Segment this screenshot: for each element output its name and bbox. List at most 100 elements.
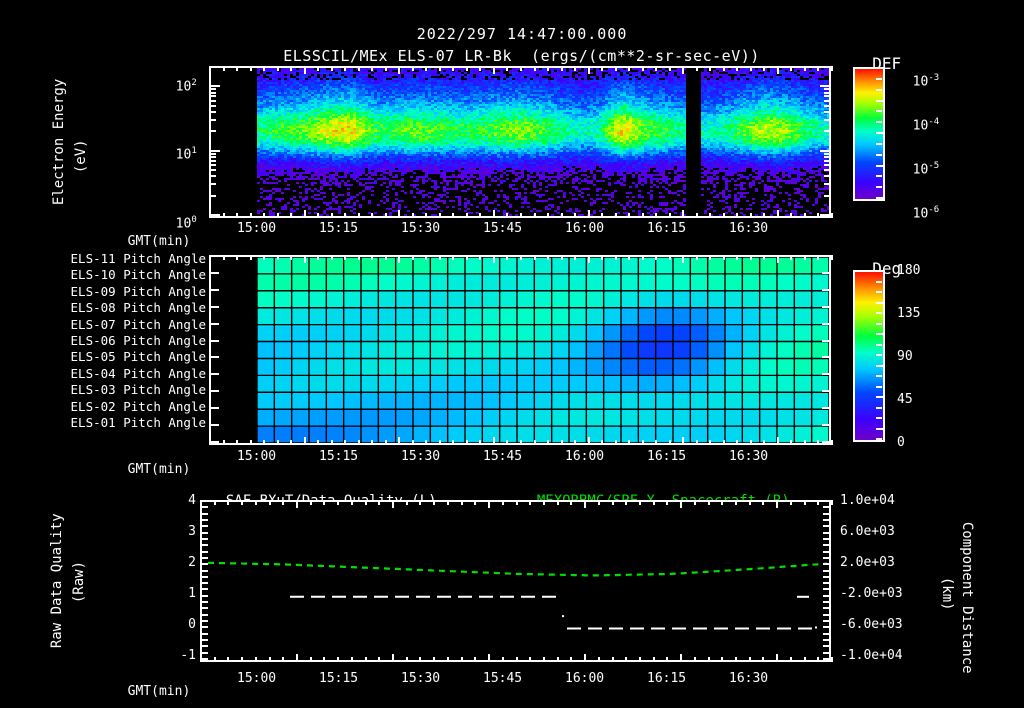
panel2-ytick <box>211 255 219 257</box>
panel1-xtick <box>682 66 684 74</box>
panel3-ytick-label: 1 <box>188 586 196 601</box>
panel3-ytick <box>202 607 208 609</box>
panel3-ytick <box>202 614 208 616</box>
panel3-xtick <box>214 500 216 505</box>
panel3-xtick <box>433 500 435 505</box>
panel3-ytick-label: -1 <box>180 648 196 663</box>
panel3-xtick <box>392 500 394 508</box>
panel3-xtick <box>461 657 463 662</box>
panel1-xtick <box>831 66 833 71</box>
panel3-xtick <box>653 657 655 662</box>
panel3-xtick <box>694 500 696 505</box>
panel3-ytick <box>202 595 208 597</box>
panel1-xtick <box>236 66 238 71</box>
panel3-xtick <box>502 500 504 505</box>
panel1-ytick-1: 101 <box>175 146 197 163</box>
panel2-xtick-label: 15:00 <box>237 449 277 464</box>
panel3-ytick <box>823 645 829 647</box>
panel1-xtick <box>561 213 563 218</box>
panel3-xtick <box>612 500 614 505</box>
panel2-xtick <box>682 255 684 263</box>
panel1-xtick <box>223 213 225 218</box>
panel3-xtick <box>200 654 202 662</box>
panel3-ytick <box>823 544 829 546</box>
panel2-xtick <box>385 440 387 445</box>
panel3-xtick <box>790 657 792 662</box>
panel2-xtick-label: 15:45 <box>483 449 523 464</box>
panel3-xtick <box>351 657 353 662</box>
panel1-ytick <box>211 119 216 121</box>
panel3-ytick <box>202 532 208 534</box>
panel2-ytick <box>211 390 219 392</box>
panel3-xtick <box>310 500 312 505</box>
panel2-xtick <box>831 440 833 445</box>
panel1-ytick <box>820 150 829 152</box>
pitch-angle-row-label: ELS-04 Pitch Angle <box>70 365 206 381</box>
panel2-xtick <box>534 440 536 445</box>
panel3-ytick <box>202 551 208 553</box>
colorbar-tick <box>876 110 882 112</box>
panel3-ylabel-right-unit: (km) <box>939 576 955 611</box>
panel1-ytick <box>211 105 216 107</box>
panel3-xtick <box>433 657 435 662</box>
panel3-ytick <box>202 582 208 584</box>
panel1-xtick <box>723 213 725 218</box>
panel1-xtick <box>223 66 225 71</box>
panel3-xtick <box>557 657 559 662</box>
panel1-ytick-2: 102 <box>175 78 197 95</box>
panel1-xtick <box>520 66 522 71</box>
panel1-xtick-label: 16:00 <box>565 221 605 236</box>
panel3-ytick <box>823 570 829 572</box>
panel3-xtick <box>419 657 421 662</box>
panel1-ytick <box>824 169 829 171</box>
panel3-xtick <box>378 500 380 505</box>
panel2-ytick <box>822 272 830 274</box>
panel1-xtick <box>331 213 333 218</box>
panel1-xtick <box>831 213 833 218</box>
panel3-ylabel-unit: (Raw) <box>71 560 87 604</box>
panel2-xtick <box>561 440 563 445</box>
colorbar-tick <box>876 354 882 356</box>
panel1-xtick <box>371 213 373 218</box>
panel3-xtick <box>461 500 463 505</box>
panel1-ytick <box>211 88 216 90</box>
panel3-xtick <box>529 657 531 662</box>
colorbar-tick <box>876 407 882 409</box>
panel3-xtick <box>570 657 572 662</box>
panel1-xtick <box>547 66 549 71</box>
panel3-xtick <box>776 654 778 662</box>
panel1-xtick <box>412 213 414 218</box>
panel2-xtick <box>547 255 549 260</box>
panel3-xtick <box>488 500 490 508</box>
panel1-xtick <box>479 66 481 71</box>
panel2-xtick <box>736 255 738 260</box>
panel2-xtick <box>547 440 549 445</box>
panel1-ytick <box>824 156 829 158</box>
panel3-ytick-label-right: -1.0e+04 <box>840 648 903 663</box>
panel3-xtick <box>419 500 421 505</box>
panel2-xtick <box>534 255 536 260</box>
panel1-ytick <box>211 130 216 132</box>
panel1-xtick <box>304 210 306 218</box>
panel1-xtick <box>642 213 644 218</box>
panel3-ytick <box>823 582 829 584</box>
panel1-xtick <box>615 213 617 218</box>
panel1-xtick-label: 15:00 <box>237 221 277 236</box>
panel1-xtick <box>574 213 576 218</box>
panel1-xtick <box>804 213 806 218</box>
panel1-xtick <box>750 66 752 71</box>
panel3-xtick <box>365 500 367 505</box>
panel3-xtick <box>749 657 751 662</box>
panel1-xtick-label: 15:30 <box>401 221 441 236</box>
panel2-xtick <box>750 255 752 260</box>
panel1-xtick <box>304 66 306 74</box>
panel2-xtick <box>723 255 725 260</box>
spectrogram-canvas <box>211 68 829 216</box>
panel3-xtick <box>584 654 586 662</box>
panel3-ytick <box>823 538 829 540</box>
panel3-xtick <box>406 500 408 505</box>
panel2-xtick <box>804 440 806 445</box>
panel1-xtick <box>250 66 252 71</box>
def-colorbar-ticks <box>885 67 893 201</box>
panel3-ytick <box>823 557 829 559</box>
